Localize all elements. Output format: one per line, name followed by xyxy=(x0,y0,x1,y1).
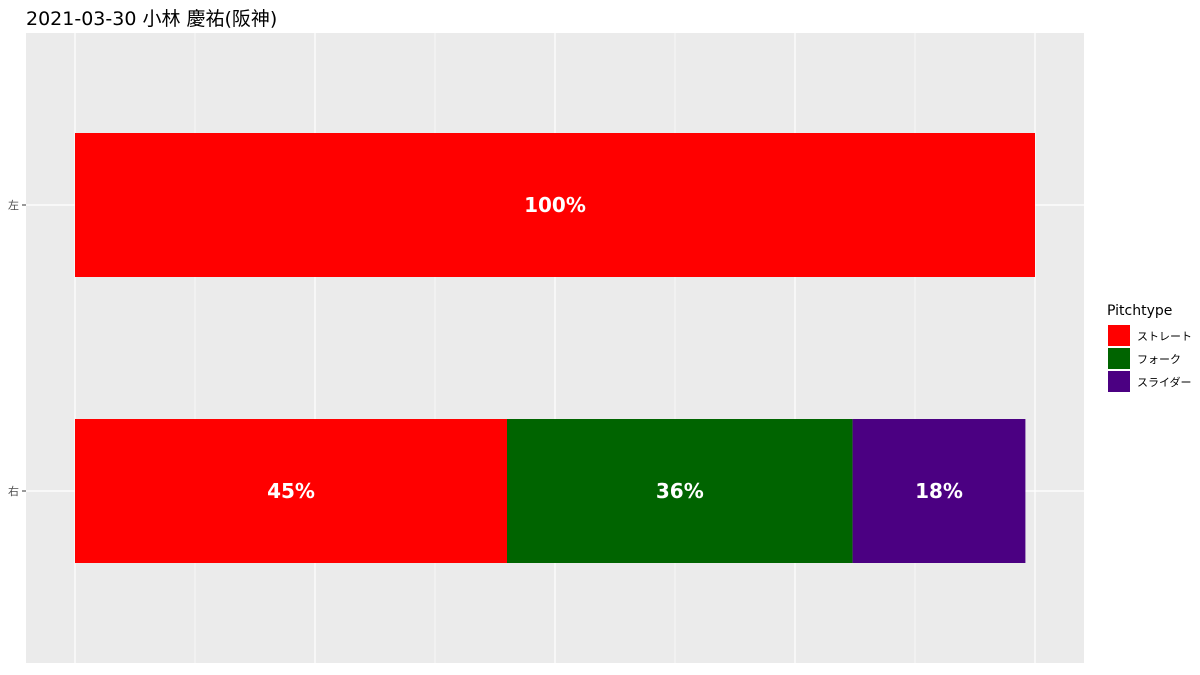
y-axis: 左右 xyxy=(8,199,26,498)
bar-0-0 xyxy=(75,133,1035,277)
legend-label: スライダー xyxy=(1137,375,1192,389)
bar-label: 45% xyxy=(267,479,315,503)
bar-label: 36% xyxy=(656,479,704,503)
legend-title: Pitchtype xyxy=(1107,303,1172,319)
chart-title: 2021-03-30 小林 慶祐(阪神) xyxy=(26,8,278,30)
legend-label: ストレート xyxy=(1137,330,1192,343)
bar-labels: 100% 45% 36% 18% xyxy=(267,193,963,503)
y-tick-label: 左 xyxy=(8,199,19,212)
legend-label: フォーク xyxy=(1137,353,1181,366)
bar-label: 100% xyxy=(524,193,586,217)
legend-key xyxy=(1108,325,1130,346)
y-tick-label: 右 xyxy=(8,484,19,498)
legend-key xyxy=(1108,348,1130,369)
bar-1-0 xyxy=(75,419,507,563)
bar-1-1 xyxy=(507,419,853,563)
legend-key xyxy=(1108,371,1130,392)
bar-1-2 xyxy=(852,419,1026,563)
bars xyxy=(75,133,1035,563)
bar-label: 18% xyxy=(915,479,963,503)
